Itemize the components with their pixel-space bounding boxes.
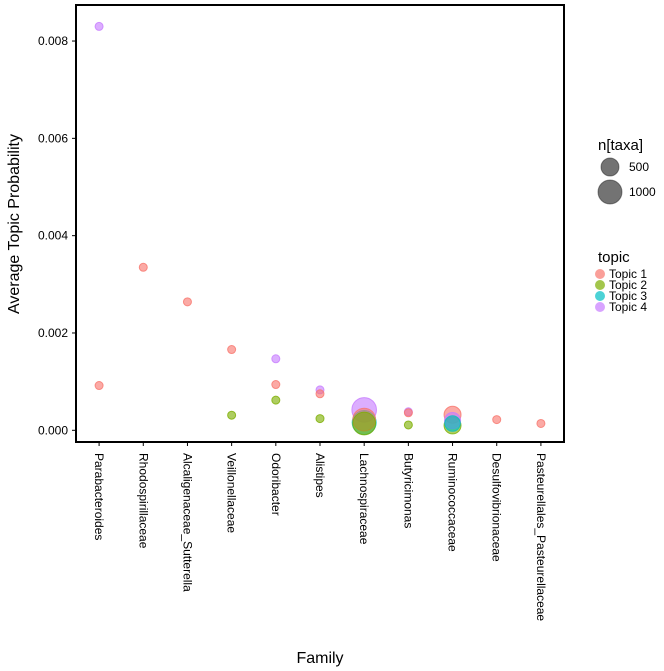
point-veillonellaceae-topic-2: [227, 410, 237, 420]
y-axis-title: Average Topic Probability: [6, 134, 23, 314]
point-rhodospirillaceae-topic-1: [138, 262, 148, 272]
x-tick-label: Ruminococcaceae: [446, 453, 460, 552]
point-butyricimonas-topic-1: [403, 408, 413, 418]
x-tick-label: Alistipes: [313, 453, 327, 498]
x-tick-label: Rhodospirillaceae: [136, 453, 150, 549]
x-tick-label: Odoribacter: [269, 453, 283, 516]
point-pasteurellales-pasteurellaceae-topic-1: [536, 418, 546, 428]
y-tick-label: 0.004: [38, 229, 68, 243]
color-legend-key-topic-4: [595, 302, 605, 312]
x-axis-ticks: Parabacteroides Rhodospirillaceae Alcalige…: [92, 442, 548, 621]
plot-panel-border: [75, 4, 565, 443]
x-tick-label: Butyricimonas: [401, 453, 415, 528]
point-alistipes-topic-2: [315, 414, 325, 424]
size-legend-label-500: 500: [629, 160, 649, 174]
y-axis-ticks: 0.000 0.002 0.004 0.006 0.008: [38, 34, 76, 437]
size-legend-title: n[taxa]: [598, 137, 643, 154]
color-legend: topic Topic 1 Topic 2 Topic 3 Topic 4: [595, 249, 647, 314]
color-legend-key-topic-3: [595, 291, 605, 301]
point-alcaligenaceae-sutterella-topic-1: [182, 297, 192, 307]
x-axis-title: Family: [296, 650, 343, 667]
point-lachnospiraceae-topic-2: [352, 411, 377, 436]
x-tick-label: Pasteurellales_Pasteurellaceae: [534, 453, 548, 621]
size-legend: n[taxa] 500 1000: [597, 137, 656, 205]
x-tick-label: Lachnospiraceae: [357, 453, 371, 545]
size-legend-key-500: [600, 157, 620, 177]
color-legend-key-topic-1: [595, 269, 605, 279]
point-parabacteroides-topic-4: [94, 21, 104, 31]
color-legend-label-topic-1: Topic 1: [609, 267, 647, 281]
y-tick-label: 0.002: [38, 326, 68, 340]
x-tick-label: Veillonellaceae: [225, 453, 239, 533]
size-legend-label-1000: 1000: [629, 185, 656, 199]
point-alistipes-topic-1: [315, 389, 325, 399]
y-tick-label: 0.000: [38, 423, 68, 437]
point-veillonellaceae-topic-1: [227, 345, 237, 355]
point-ruminococcaceae-topic-3: [444, 415, 461, 432]
size-legend-key-1000: [597, 179, 623, 205]
x-tick-label: Alcaligenaceae_Sutterella: [180, 453, 194, 592]
point-odoribacter-topic-2: [271, 395, 281, 405]
points-layer: [94, 21, 546, 436]
point-desulfovibrionaceae-topic-1: [492, 415, 502, 425]
color-legend-label-topic-4: Topic 4: [609, 300, 647, 314]
y-tick-label: 0.006: [38, 131, 68, 145]
point-odoribacter-topic-1: [271, 380, 281, 390]
color-legend-label-topic-2: Topic 2: [609, 278, 647, 292]
color-legend-key-topic-2: [595, 280, 605, 290]
color-legend-label-topic-3: Topic 3: [609, 289, 647, 303]
y-tick-label: 0.008: [38, 34, 68, 48]
x-tick-label: Parabacteroides: [92, 453, 106, 540]
point-odoribacter-topic-4: [271, 354, 281, 364]
x-tick-label: Desulfovibrionaceae: [490, 453, 504, 562]
point-butyricimonas-topic-2: [403, 420, 413, 430]
color-legend-title: topic: [598, 249, 630, 266]
point-parabacteroides-topic-1: [94, 381, 104, 391]
